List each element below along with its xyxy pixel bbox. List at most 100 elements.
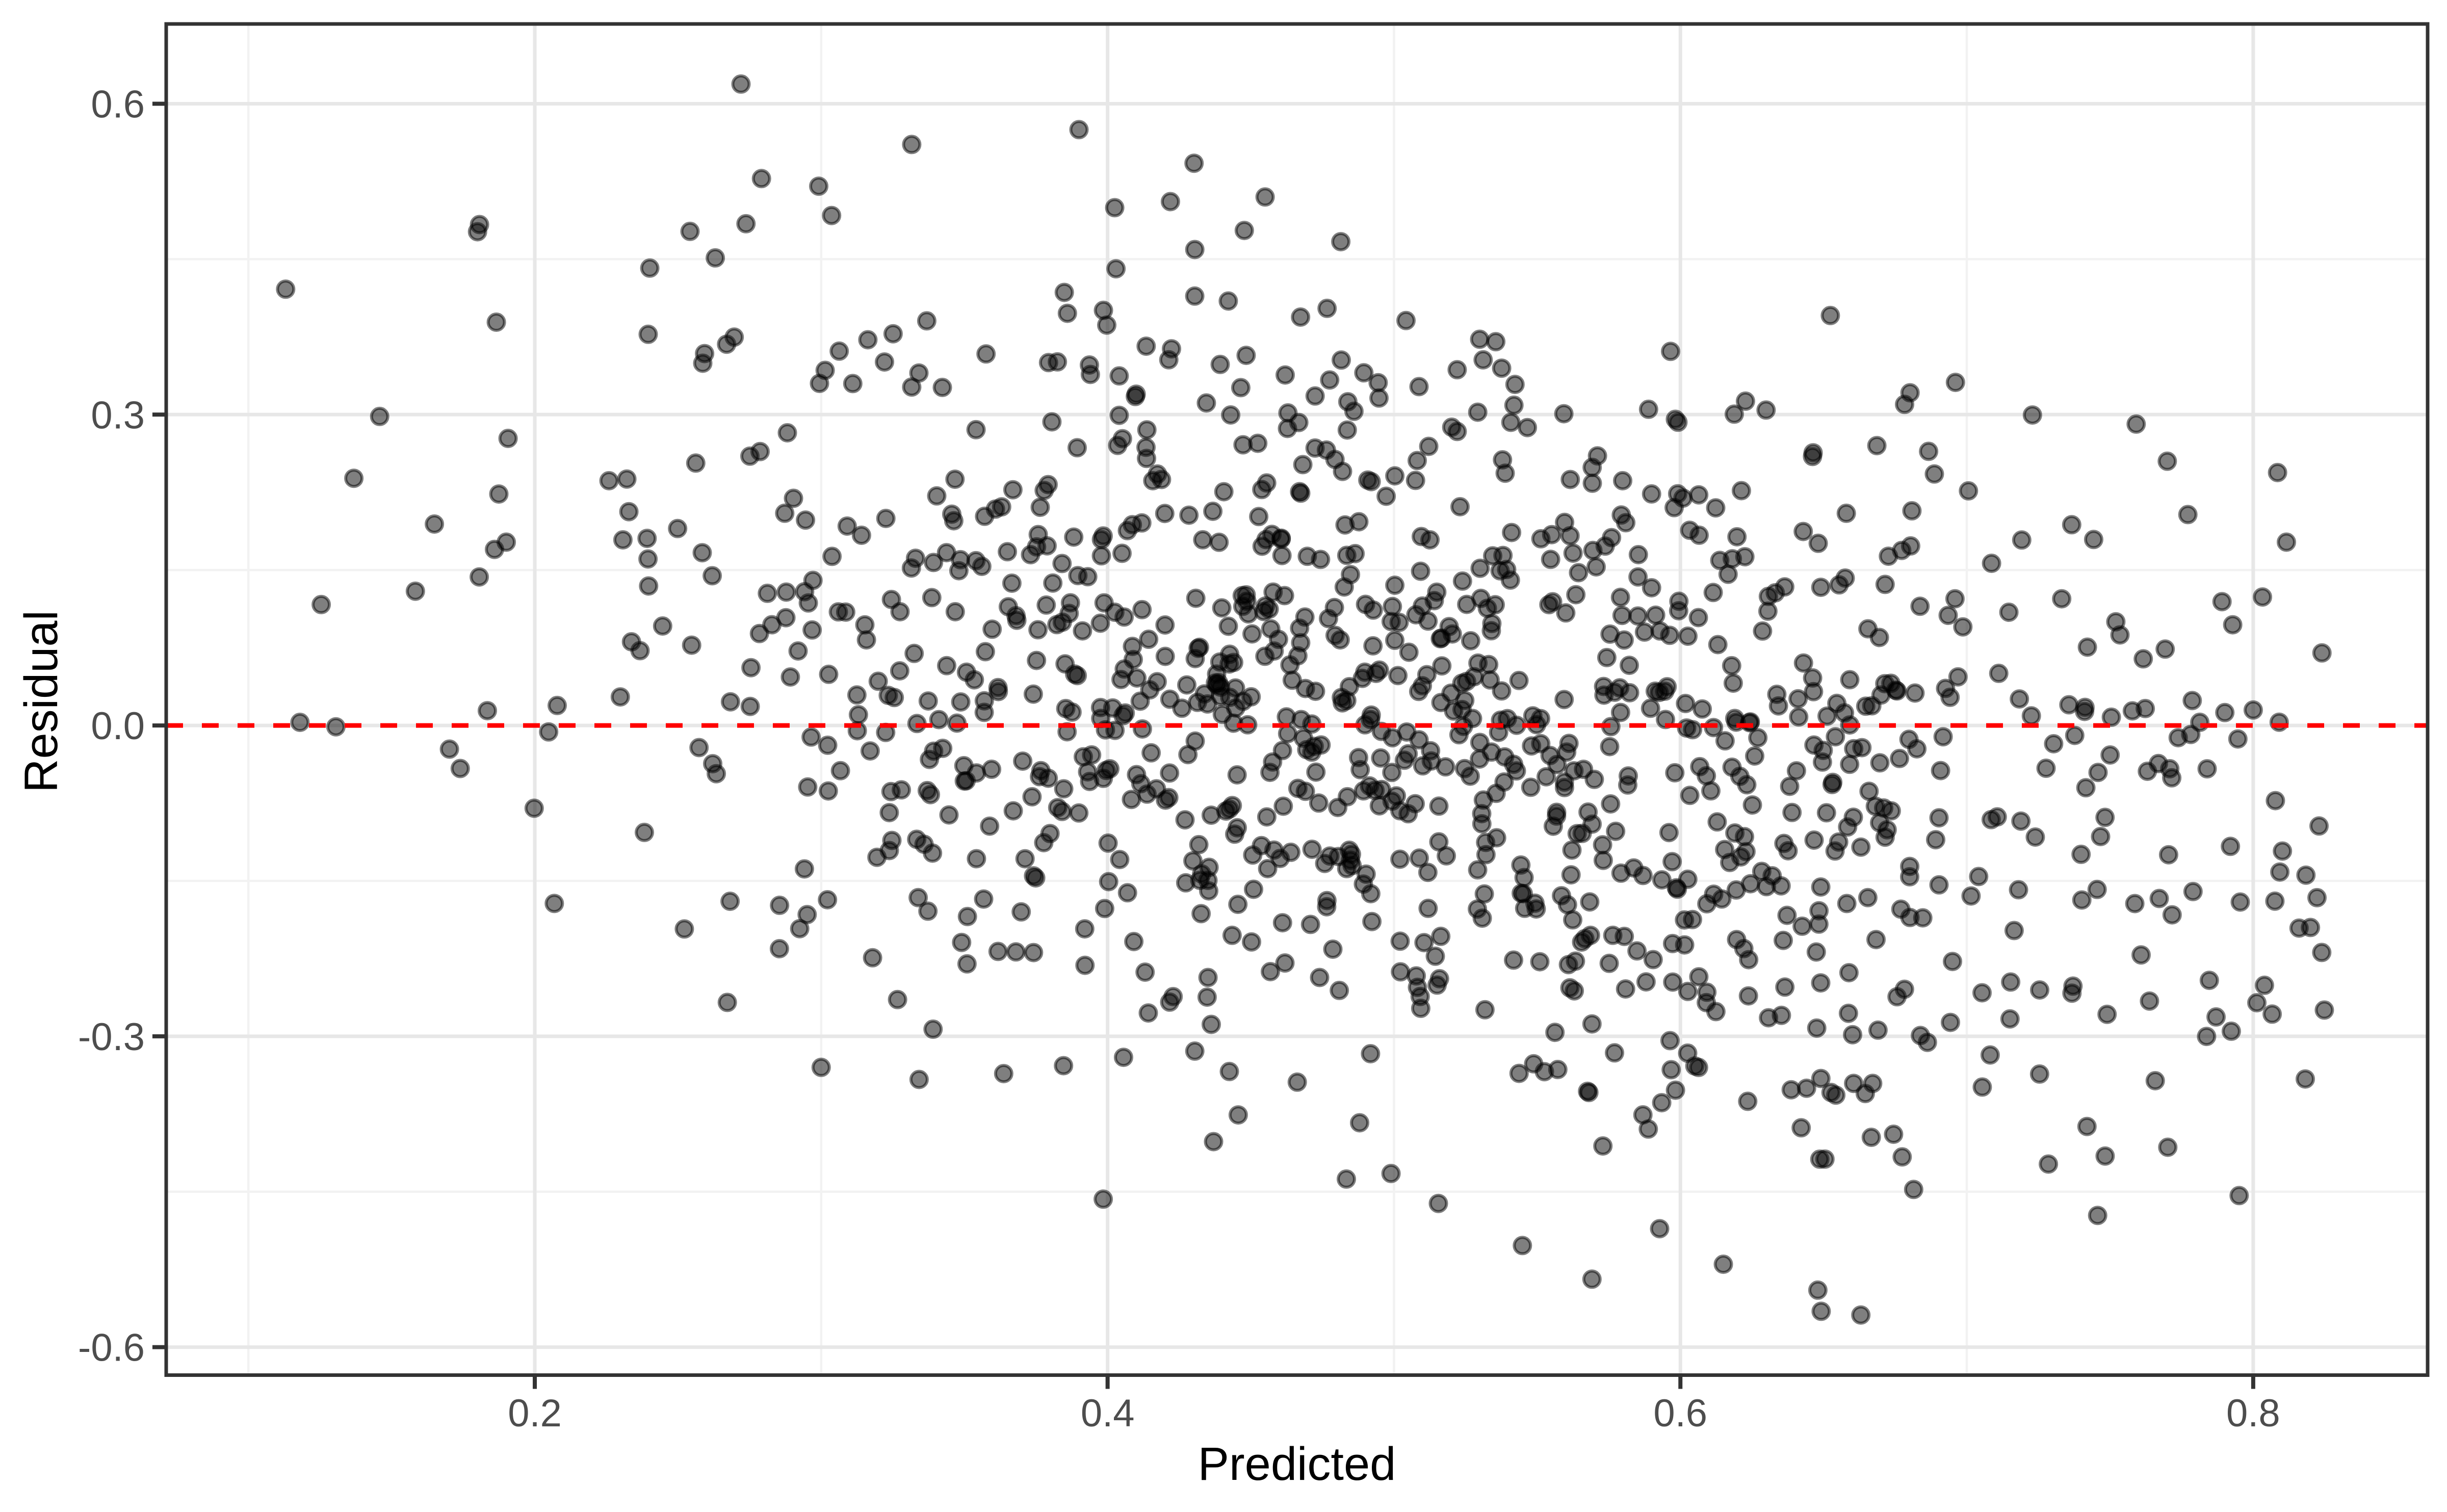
data-point: [909, 363, 929, 383]
data-point: [599, 471, 619, 490]
data-point: [1409, 682, 1428, 701]
data-point: [1972, 1077, 1992, 1097]
data-point: [1444, 701, 1464, 721]
data-point: [2269, 712, 2289, 732]
data-point: [1817, 706, 1837, 726]
data-point: [1919, 441, 1939, 461]
data-point: [1234, 221, 1254, 241]
data-point: [1775, 977, 1795, 997]
data-point: [1870, 753, 1890, 773]
data-point: [1349, 512, 1369, 532]
data-point: [1806, 942, 1826, 962]
data-point: [937, 656, 956, 675]
data-point: [1563, 543, 1583, 563]
data-point: [1052, 801, 1072, 821]
data-point: [1323, 940, 1343, 959]
data-point: [1738, 1091, 1758, 1111]
data-point: [1470, 733, 1490, 752]
data-point: [924, 553, 944, 572]
data-point: [1938, 606, 1958, 625]
data-point: [1091, 530, 1111, 550]
data-point: [619, 502, 639, 522]
data-point: [822, 546, 842, 566]
data-point: [2301, 918, 2321, 937]
data-point: [2029, 1064, 2049, 1084]
data-point: [1472, 908, 1492, 928]
data-point: [1187, 692, 1207, 712]
data-point: [1350, 1113, 1369, 1133]
data-point: [819, 664, 839, 684]
data-point: [1804, 830, 1824, 850]
data-point: [1365, 780, 1385, 800]
data-point: [1474, 884, 1494, 904]
y-axis-title: Residual: [15, 610, 67, 793]
data-point: [1936, 679, 1956, 698]
data-point: [1117, 883, 1137, 903]
data-point: [1069, 120, 1089, 140]
data-point: [1011, 902, 1031, 922]
data-point: [2182, 691, 2202, 711]
data-point: [707, 764, 726, 784]
data-point: [2122, 701, 2142, 721]
data-point: [1781, 1080, 1801, 1100]
data-point: [2296, 1069, 2315, 1089]
data-point: [769, 939, 789, 958]
data-point: [2084, 530, 2103, 550]
data-point: [1060, 593, 1080, 613]
data-point: [1095, 899, 1114, 919]
data-point: [1390, 931, 1410, 951]
y-axis-tick-labels: 0.6 0.3 0.0 -0.3 -0.6: [78, 83, 145, 1370]
data-point: [2145, 1071, 2165, 1090]
data-point: [1418, 898, 1438, 918]
data-point: [876, 509, 896, 528]
data-point: [1425, 946, 1445, 966]
data-point: [1078, 762, 1098, 782]
data-point: [1487, 828, 1506, 848]
data-point: [1411, 561, 1430, 581]
data-point: [868, 671, 888, 691]
data-point: [1177, 675, 1196, 695]
data-point: [1614, 630, 1634, 650]
data-point: [829, 341, 849, 361]
data-point: [1564, 761, 1584, 781]
data-point: [1417, 665, 1437, 685]
data-point: [2009, 880, 2028, 900]
data-point: [1515, 898, 1534, 918]
data-point: [1361, 884, 1381, 904]
data-point: [1972, 983, 1992, 1003]
data-point: [1902, 501, 1922, 520]
data-point: [1287, 1072, 1307, 1092]
data-point: [1961, 886, 1981, 906]
data-point: [1701, 781, 1721, 801]
data-point: [682, 635, 701, 655]
data-point: [1042, 412, 1062, 432]
data-point: [1414, 933, 1434, 953]
data-point: [890, 661, 909, 681]
data-point: [1890, 748, 1909, 768]
data-point: [1665, 763, 1685, 783]
data-point: [2004, 921, 2024, 941]
data-point: [936, 543, 956, 563]
data-point: [1218, 616, 1238, 636]
data-point: [2228, 729, 2248, 749]
data-point: [1633, 866, 1653, 885]
data-point: [1566, 585, 1586, 605]
data-point: [1361, 1044, 1381, 1063]
data-point: [1385, 576, 1405, 595]
data-point: [1899, 729, 1919, 749]
data-point: [2075, 701, 2095, 721]
data-point: [2312, 643, 2332, 663]
data-point: [720, 892, 740, 911]
data-point: [2106, 612, 2126, 632]
data-point: [932, 378, 952, 397]
data-point: [917, 311, 936, 331]
data-point: [1678, 627, 1698, 646]
data-point: [1381, 1164, 1401, 1183]
data-point: [1844, 1074, 1864, 1093]
data-point: [2265, 891, 2285, 911]
data-point: [776, 608, 796, 628]
data-point: [1006, 942, 1026, 962]
data-point: [1497, 709, 1517, 728]
data-point: [1943, 952, 1962, 972]
